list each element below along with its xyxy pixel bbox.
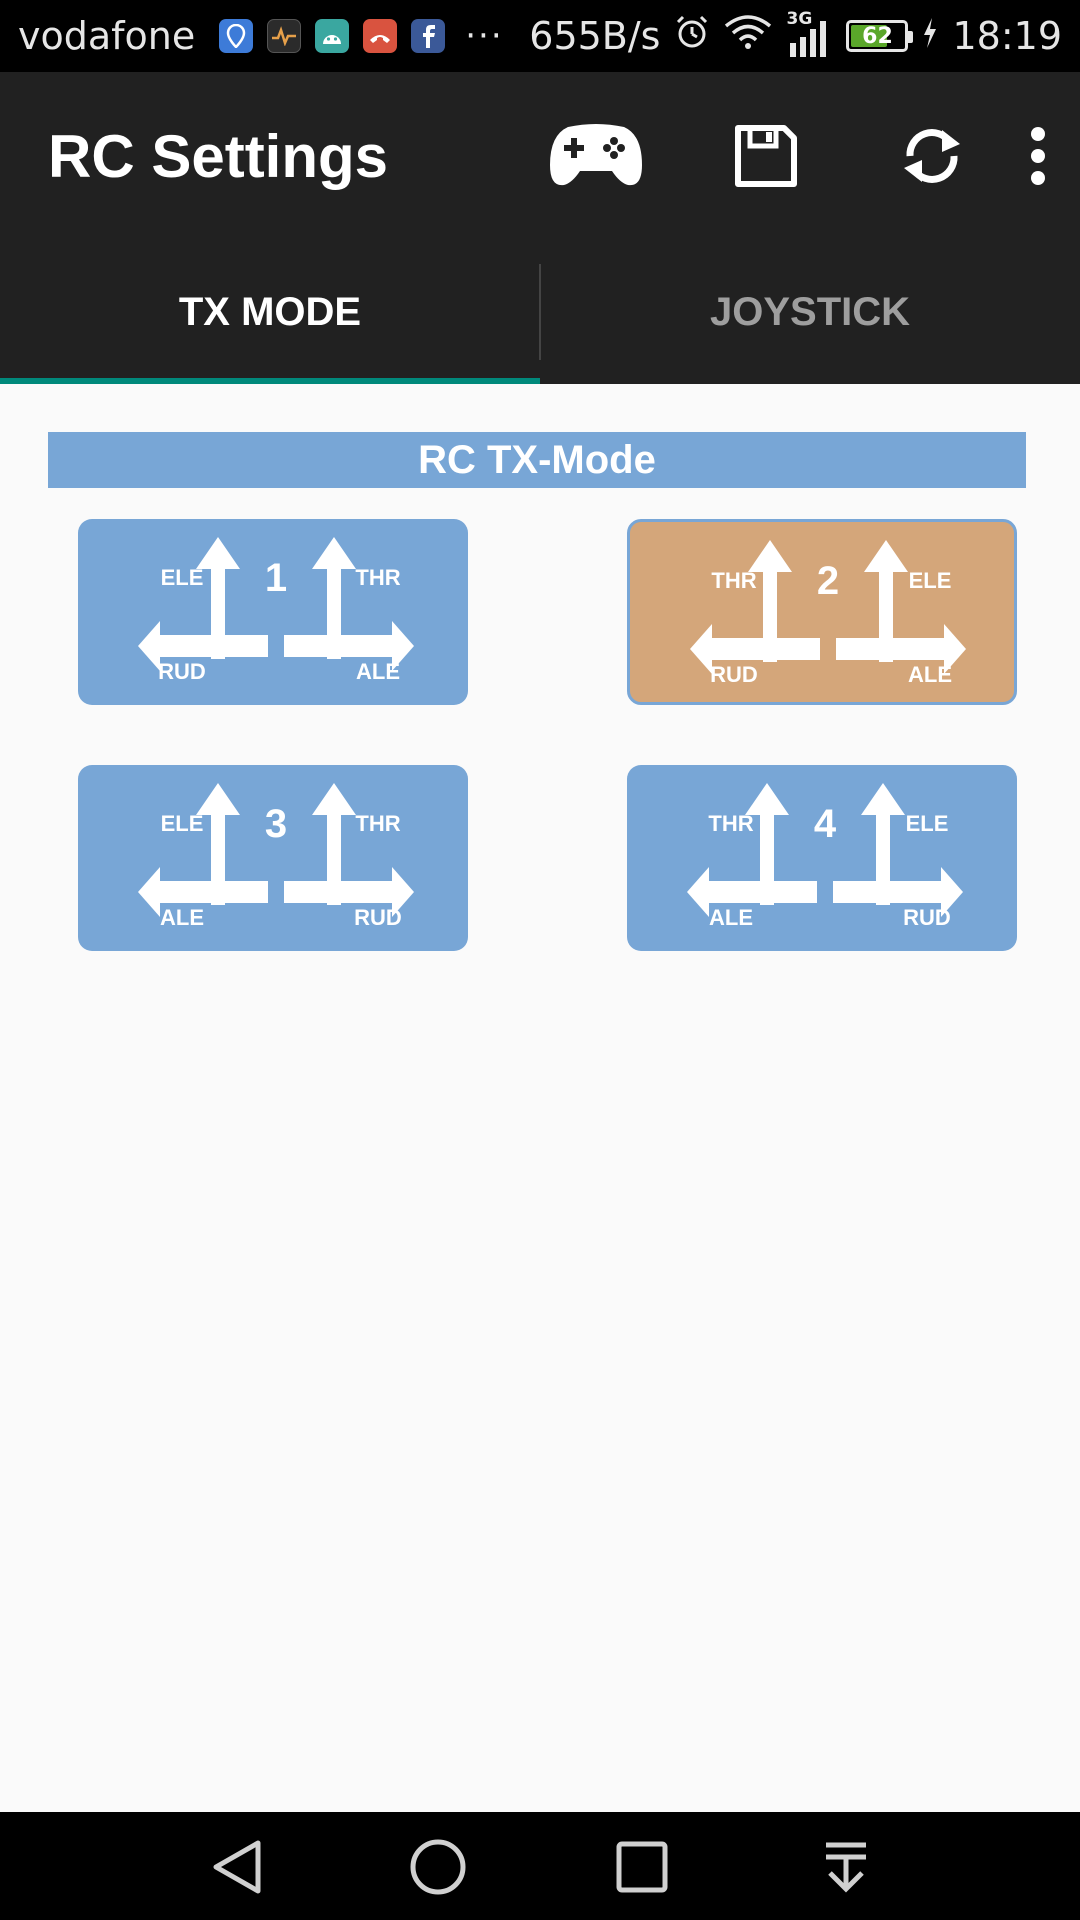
mode-bottom-left-label: RUD bbox=[710, 662, 758, 687]
mode-bottom-right-label: RUD bbox=[903, 905, 951, 930]
stick-mode-diagram: 3 ELE THR ALE RUD bbox=[138, 783, 414, 930]
mode-number: 1 bbox=[265, 556, 287, 600]
mode-top-right-label: ELE bbox=[906, 811, 949, 836]
refresh-button[interactable] bbox=[884, 108, 980, 204]
tab-bar: TX MODE JOYSTICK bbox=[0, 240, 1080, 384]
battery-icon: 62 bbox=[846, 20, 914, 52]
clock: 18:19 bbox=[952, 14, 1062, 58]
android-notification-icon bbox=[315, 19, 350, 53]
section-title: RC TX-Mode bbox=[418, 437, 656, 482]
mode-bottom-left-label: ALE bbox=[160, 905, 204, 930]
mode-top-right-label: ELE bbox=[909, 568, 952, 593]
notification-pull-button[interactable] bbox=[806, 1832, 886, 1902]
stick-mode-diagram: 1 ELE THR RUD ALE bbox=[138, 537, 414, 684]
more-vert-icon bbox=[1031, 127, 1045, 185]
status-left: vodafone ··· bbox=[18, 14, 504, 58]
back-icon bbox=[213, 1840, 261, 1894]
navigation-bar bbox=[0, 1812, 1080, 1920]
tab-label: JOYSTICK bbox=[709, 289, 911, 334]
mode-bottom-left-label: ALE bbox=[709, 905, 753, 930]
location-notification-icon bbox=[219, 19, 254, 53]
gamepad-icon bbox=[550, 124, 642, 186]
tab-divider bbox=[539, 264, 541, 360]
status-bar: vodafone ··· 655B/s 3G 62 bbox=[0, 0, 1080, 72]
pull-down-icon bbox=[826, 1842, 866, 1893]
charging-icon bbox=[922, 14, 938, 58]
facebook-notification-icon bbox=[411, 19, 446, 53]
mode-top-left-label: ELE bbox=[161, 811, 204, 836]
carrier-name: vodafone bbox=[18, 14, 196, 58]
mode-top-left-label: ELE bbox=[161, 565, 204, 590]
mode-top-left-label: THR bbox=[708, 811, 753, 836]
mode-number: 4 bbox=[814, 802, 837, 846]
mode-bottom-right-label: ALE bbox=[908, 662, 952, 687]
mode-3-button[interactable]: 3 ELE THR ALE RUD bbox=[78, 765, 468, 951]
mode-1-button[interactable]: 1 ELE THR RUD ALE bbox=[78, 519, 468, 705]
net-speed: 655B/s bbox=[529, 14, 661, 58]
battery-level: 62 bbox=[862, 23, 893, 49]
mode-bottom-right-label: RUD bbox=[354, 905, 402, 930]
tab-joystick[interactable]: JOYSTICK bbox=[540, 240, 1080, 384]
recents-icon bbox=[616, 1841, 668, 1893]
app-bar: RC Settings bbox=[0, 72, 1080, 240]
mode-bottom-left-label: RUD bbox=[158, 659, 206, 684]
home-icon bbox=[410, 1839, 466, 1895]
save-button[interactable] bbox=[718, 108, 814, 204]
more-options-button[interactable] bbox=[1018, 108, 1058, 204]
home-button[interactable] bbox=[398, 1832, 478, 1902]
wifi-icon bbox=[724, 14, 772, 59]
mode-number: 3 bbox=[265, 802, 287, 846]
network-type: 3G bbox=[786, 9, 813, 29]
mode-top-right-label: THR bbox=[355, 811, 400, 836]
save-icon bbox=[735, 125, 797, 187]
section-header: RC TX-Mode bbox=[48, 432, 1026, 488]
mode-2-button[interactable]: 2 THR ELE RUD ALE bbox=[627, 519, 1017, 705]
mode-number: 2 bbox=[817, 559, 839, 603]
stick-mode-diagram: 2 THR ELE RUD ALE bbox=[690, 540, 966, 687]
recents-button[interactable] bbox=[602, 1832, 682, 1902]
gamepad-button[interactable] bbox=[548, 108, 644, 204]
mode-top-right-label: THR bbox=[355, 565, 400, 590]
page-title: RC Settings bbox=[48, 122, 389, 190]
missed-call-notification-icon bbox=[363, 19, 398, 53]
alarm-icon bbox=[674, 14, 710, 59]
refresh-icon bbox=[904, 129, 960, 183]
tab-label: TX MODE bbox=[178, 289, 362, 334]
mode-top-left-label: THR bbox=[711, 568, 756, 593]
health-notification-icon bbox=[267, 19, 302, 53]
back-button[interactable] bbox=[196, 1832, 276, 1902]
mode-bottom-right-label: ALE bbox=[356, 659, 400, 684]
tab-indicator bbox=[0, 378, 540, 384]
status-right: 655B/s 3G 62 18:19 bbox=[529, 9, 1062, 59]
mode-4-button[interactable]: 4 THR ELE ALE RUD bbox=[627, 765, 1017, 951]
tab-tx-mode[interactable]: TX MODE bbox=[0, 240, 540, 384]
cell-signal-icon: 3G bbox=[786, 9, 832, 59]
stick-mode-diagram: 4 THR ELE ALE RUD bbox=[687, 783, 963, 930]
more-notifications-icon: ··· bbox=[465, 16, 504, 56]
